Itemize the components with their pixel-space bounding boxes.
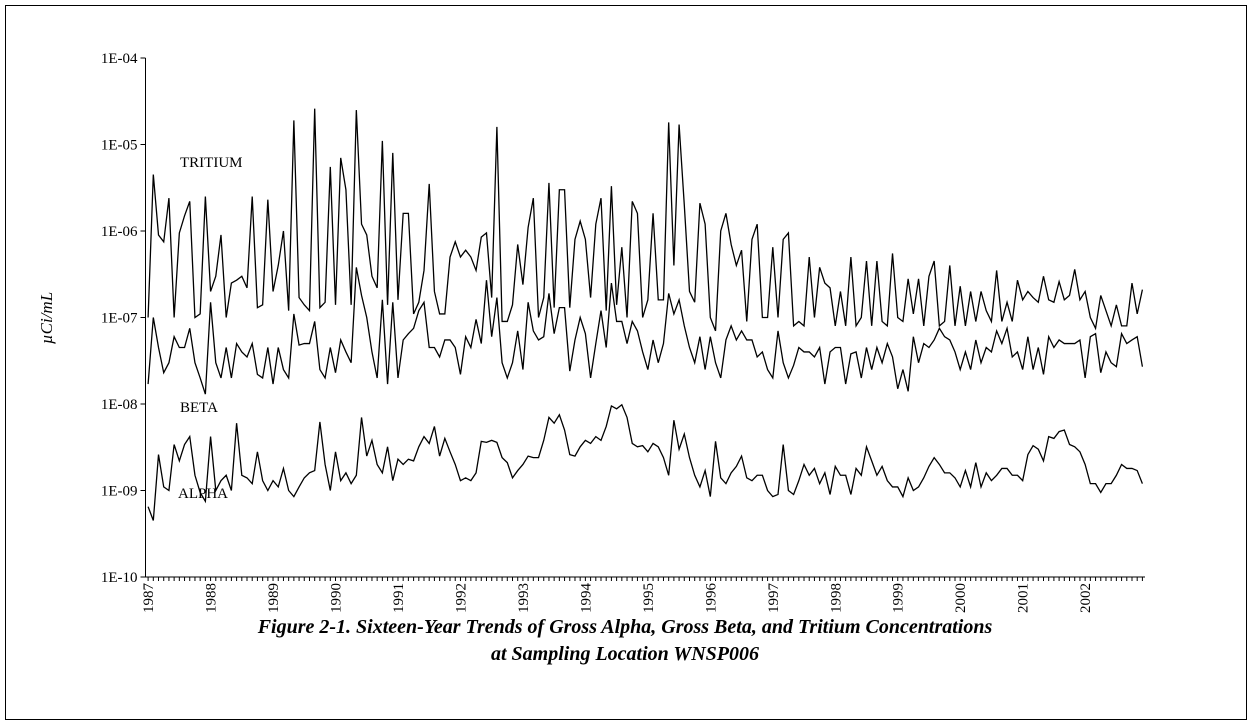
series-label: BETA — [180, 400, 218, 416]
series-label: TRITIUM — [180, 155, 243, 171]
x-tick-label: 2001 — [1016, 583, 1032, 613]
y-tick-label: 1E-06 — [101, 224, 138, 240]
x-tick-label: 1990 — [329, 583, 345, 613]
y-tick-label: 1E-09 — [101, 484, 138, 500]
x-tick-label: 1995 — [641, 583, 657, 613]
series-line — [147, 108, 1144, 332]
y-tick-label: 1E-08 — [101, 397, 138, 413]
x-tick-label: 1993 — [516, 583, 532, 613]
x-tick-label: 1987 — [141, 583, 157, 614]
x-tick-label: 1997 — [766, 583, 782, 614]
y-tick-label: 1E-10 — [101, 570, 138, 586]
x-tick-label: 1992 — [453, 583, 469, 613]
y-axis-label: µCi/mL — [37, 292, 56, 344]
x-tick-label: 1988 — [204, 583, 220, 613]
series-line — [147, 267, 1144, 395]
x-tick-label: 1994 — [578, 583, 594, 614]
frame — [5, 5, 1247, 720]
caption: at Sampling Location WNSP006 — [491, 643, 759, 665]
y-tick-label: 1E-07 — [101, 311, 138, 327]
caption: Figure 2-1. Sixteen-Year Trends of Gross… — [257, 616, 993, 638]
series-line — [147, 403, 1144, 521]
x-tick-label: 1996 — [703, 583, 719, 614]
y-tick-label: 1E-05 — [101, 138, 138, 154]
series-label: ALPHA — [178, 486, 228, 502]
x-tick-label: 1991 — [391, 583, 407, 613]
x-tick-label: 2000 — [953, 583, 969, 613]
y-tick-label: 1E-04 — [101, 51, 138, 67]
x-tick-label: 2002 — [1078, 583, 1094, 613]
x-tick-label: 1999 — [891, 583, 907, 613]
x-tick-label: 1989 — [266, 583, 282, 613]
x-tick-label: 1998 — [828, 583, 844, 613]
